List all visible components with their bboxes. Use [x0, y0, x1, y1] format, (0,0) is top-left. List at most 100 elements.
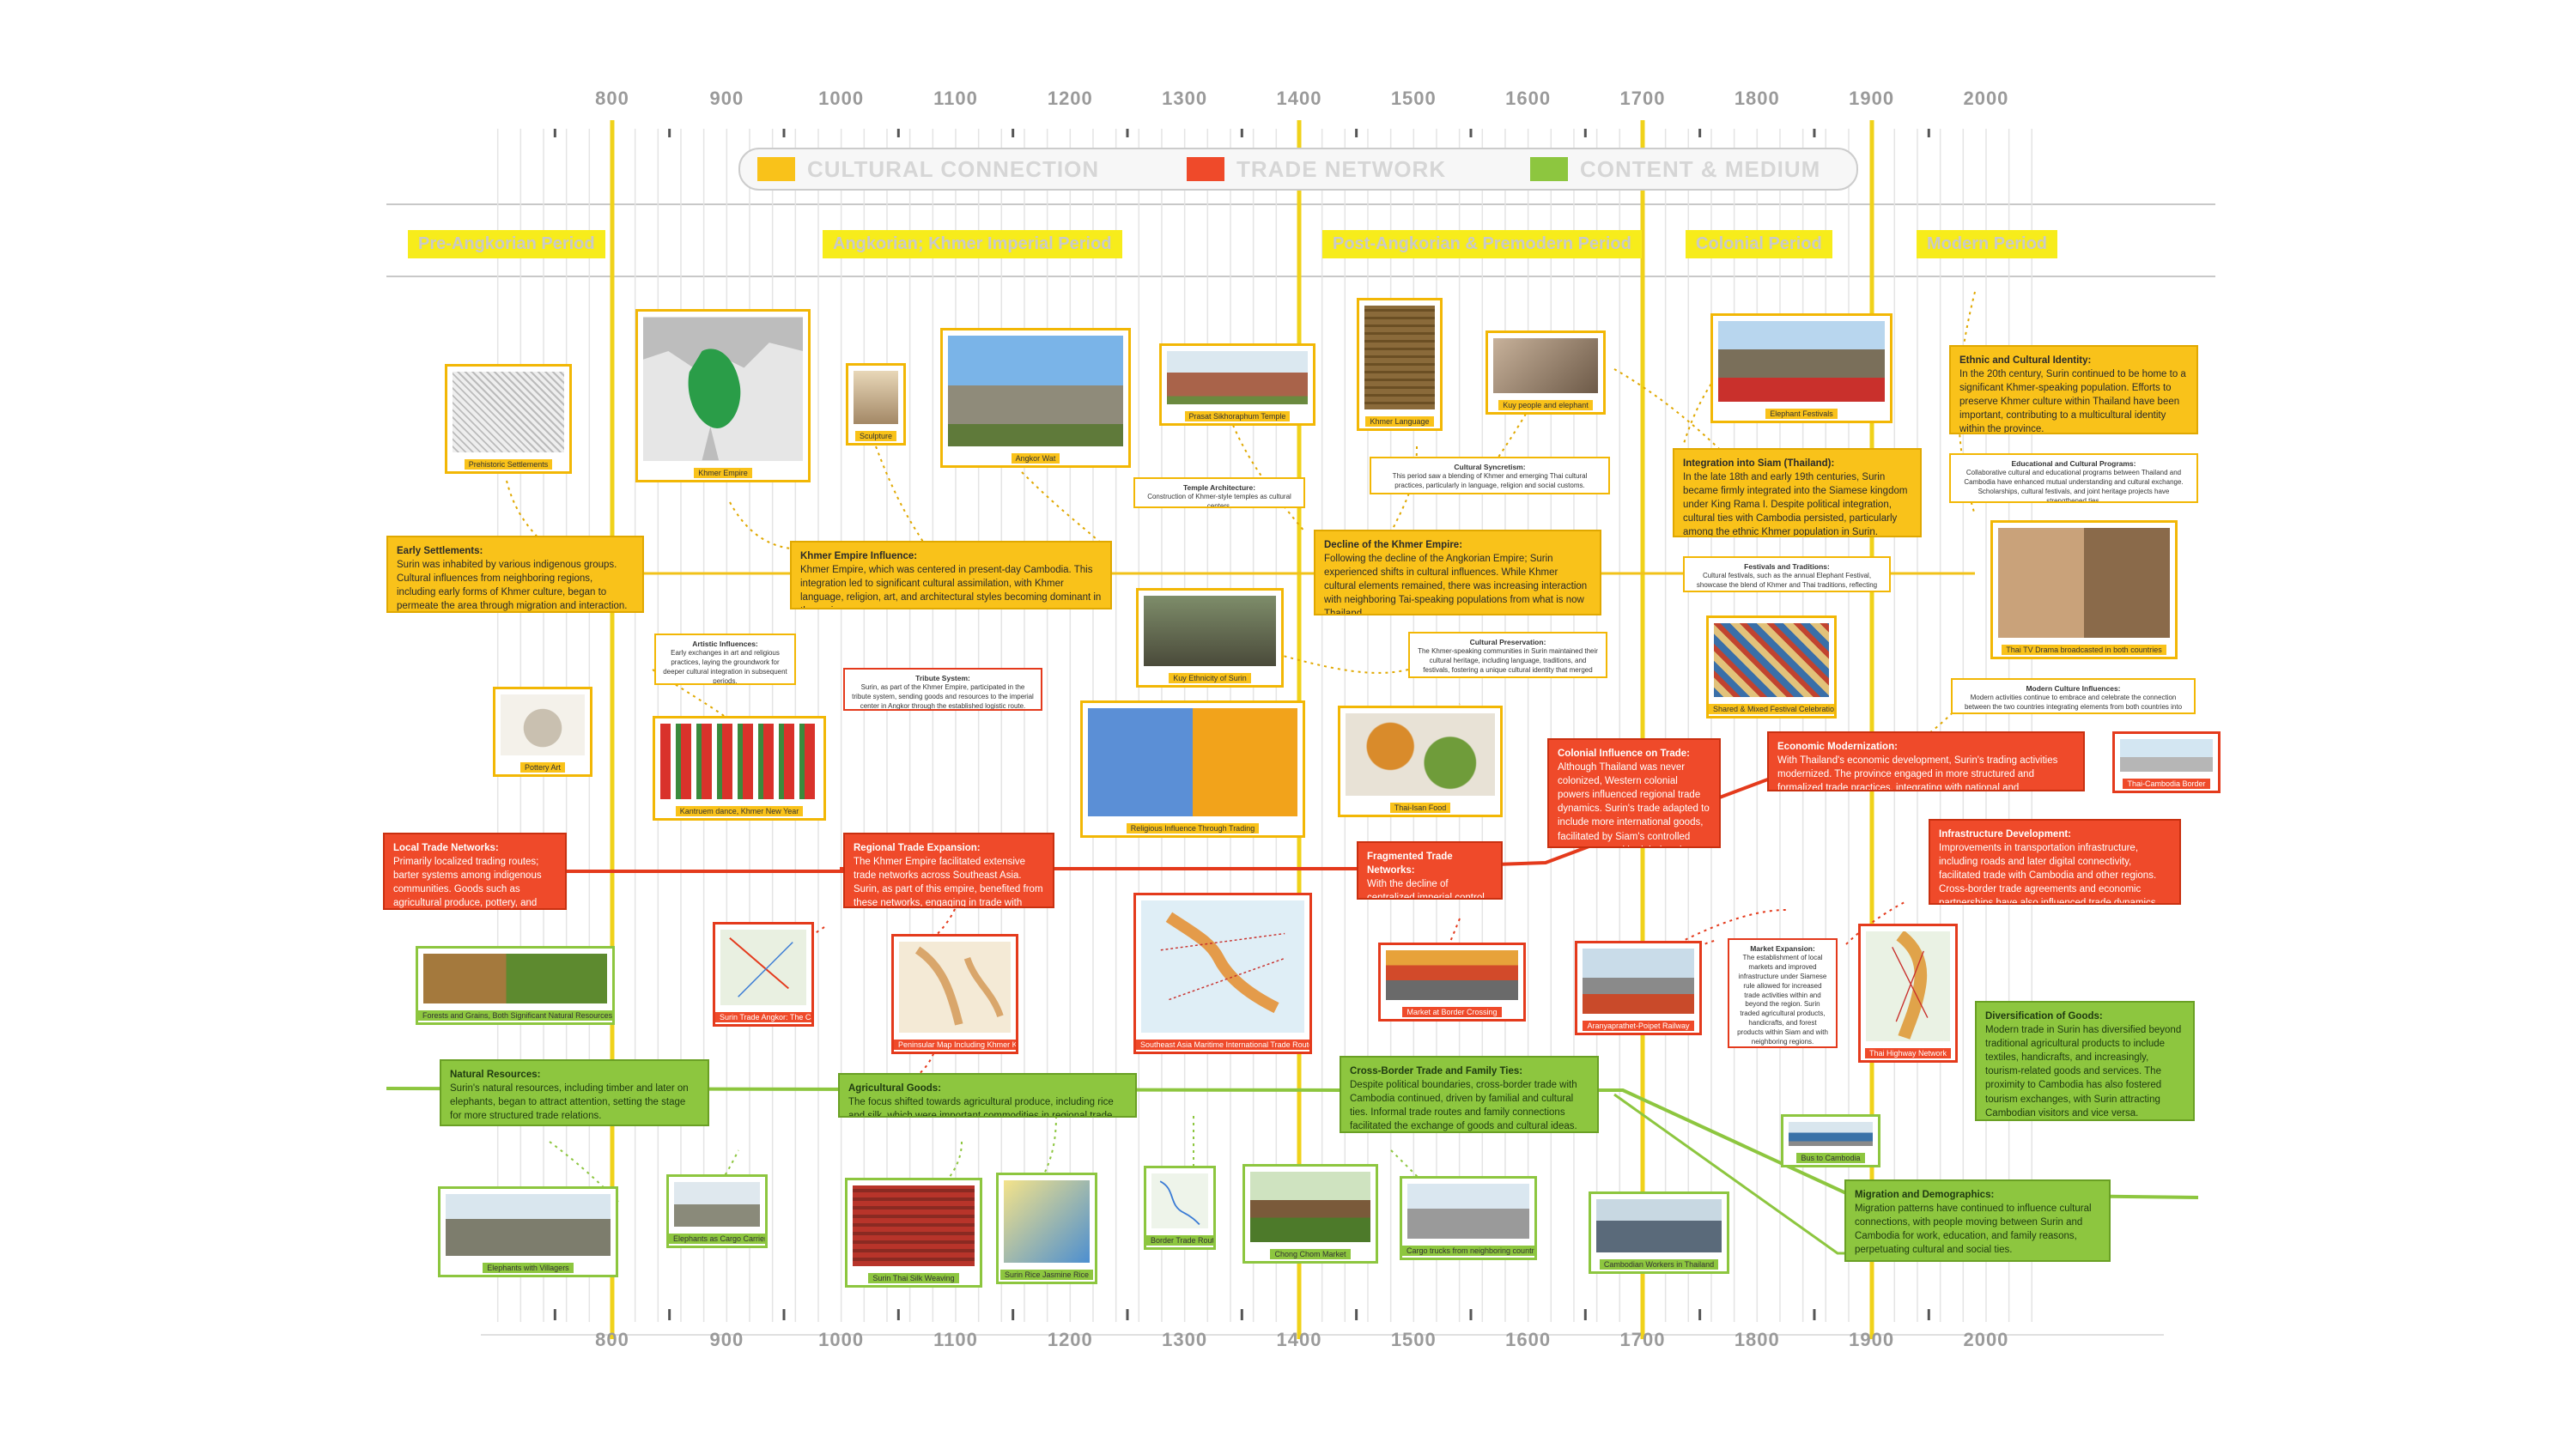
- image-surin-rice: Surin Rice Jasmine Rice: [996, 1173, 1097, 1284]
- image-prasat-temple: Prasat Sikhoraphum Temple: [1159, 343, 1315, 426]
- caption-elephant-traders: Elephants as Cargo Carriers: [669, 1234, 765, 1244]
- trade-economic-title: Economic Modernization:: [1777, 742, 1898, 752]
- caption-border-market: Cargo trucks from neighboring countries: [1402, 1246, 1534, 1256]
- note-festivals-title: Festivals and Traditions:: [1744, 562, 1830, 571]
- period-post-angkorian: Post-Angkorian & Premodern Period: [1322, 230, 1642, 258]
- route-map-graphic: [1159, 1180, 1200, 1226]
- image-thai-isan-food: Thai-Isan Food: [1338, 706, 1503, 817]
- cultural-khmer-title: Khmer Empire Influence:: [800, 551, 918, 561]
- note-festivals-traditions: Festivals and Traditions: Cultural festiv…: [1683, 556, 1891, 592]
- trade-fragmented-networks: Fragmented Trade Networks: With the decli…: [1357, 841, 1503, 900]
- year-label-top-1800: 1800: [1734, 88, 1780, 109]
- caption-railway: Aranyaprathet-Poipet Railway: [1583, 1021, 1694, 1031]
- caption-kuy-mural: Kuy people and elephant: [1498, 400, 1593, 410]
- caption-kuy-ethnicity: Kuy Ethnicity of Surin: [1169, 673, 1251, 683]
- image-khmer-empire-map: Khmer Empire: [635, 309, 811, 482]
- cultural-decline: Decline of the Khmer Empire: Following th…: [1314, 530, 1601, 615]
- connector-16: [927, 875, 963, 945]
- trade-economic-modernization: Economic Modernization: With Thailand's e…: [1767, 731, 2085, 791]
- trade-colonial-text: Although Thailand was never colonized, W…: [1558, 762, 1710, 846]
- image-border-crossing-market: Market at Border Crossing: [1378, 943, 1526, 1022]
- year-label-bottom-1800: 1800: [1734, 1329, 1780, 1350]
- connector-22: [1674, 939, 1718, 971]
- year-label-top-800: 800: [595, 88, 629, 109]
- note-education-title: Educational and Cultural Programs:: [2011, 459, 2136, 468]
- image-elephant-cargo: Elephants as Cargo Carriers: [666, 1174, 768, 1248]
- content-natural-resources: Natural Resources: Surin's natural resour…: [440, 1059, 709, 1126]
- year-label-bottom-1200: 1200: [1047, 1329, 1093, 1350]
- note-cultural-syncretism: Cultural Syncretism: This period saw a bl…: [1370, 457, 1610, 494]
- note-tribute-system: Tribute System: Surin, as part of the Khm…: [843, 668, 1042, 711]
- year-label-top-1300: 1300: [1162, 88, 1208, 109]
- legend-swatch-cultural: [757, 157, 795, 181]
- image-angkor-wat: Angkor Wat: [940, 328, 1131, 468]
- trade-regional-expansion: Regional Trade Expansion: The Khmer Empir…: [843, 833, 1054, 908]
- year-label-bottom-1600: 1600: [1505, 1329, 1552, 1350]
- image-elephant-festivals: Elephant Festivals: [1710, 313, 1893, 423]
- caption-market-sign: Chong Chom Market: [1270, 1249, 1351, 1259]
- legend-label-content: CONTENT & MEDIUM: [1580, 155, 1821, 182]
- image-shared-festival: Shared & Mixed Festival Celebration: [1706, 615, 1837, 718]
- note-festivals-text: Cultural festivals, such as the annual E…: [1696, 572, 1878, 590]
- legend-trade: TRADE NETWORK: [1187, 156, 1446, 182]
- period-colonial: Colonial Period: [1686, 230, 1832, 258]
- image-border-cargo-trucks: Cargo trucks from neighboring countries: [1400, 1176, 1537, 1260]
- cultural-ethnic-identity: Ethnic and Cultural Identity: In the 20th…: [1949, 345, 2198, 434]
- caption-cambodian-workers: Cambodian Workers in Thailand: [1599, 1259, 1719, 1270]
- note-preservation-title: Cultural Preservation:: [1469, 638, 1546, 646]
- khmer-empire-map-graphic: [643, 317, 803, 461]
- image-silk-weaving: Surin Thai Silk Weaving: [845, 1178, 982, 1288]
- cultural-ethnic-text: In the 20th century, Surin continued to …: [1959, 369, 2186, 434]
- note-market-text: The establishment of local markets and i…: [1737, 954, 1828, 1046]
- note-cultural-preservation: Cultural Preservation: The Khmer-speaking…: [1408, 632, 1607, 678]
- trade-infra-text: Improvements in transportation infrastru…: [1939, 843, 2159, 905]
- content-agricultural-goods: Agricultural Goods: The focus shifted tow…: [838, 1073, 1137, 1118]
- caption-elephants: Elephants with Villagers: [483, 1263, 574, 1273]
- cultural-early-settlements: Early Settlements: Surin was inhabited by…: [386, 536, 644, 613]
- trade-colonial-title: Colonial Influence on Trade:: [1558, 749, 1690, 759]
- note-market-title: Market Expansion:: [1750, 944, 1815, 953]
- cultural-early-title: Early Settlements:: [397, 546, 483, 556]
- year-label-bottom-1900: 1900: [1849, 1329, 1895, 1350]
- year-label-bottom-1300: 1300: [1162, 1329, 1208, 1350]
- content-natural-text: Surin's natural resources, including tim…: [450, 1083, 689, 1122]
- connector-11: [1897, 686, 1976, 756]
- sea-routes-map-graphic: [1160, 912, 1285, 1014]
- image-kuy-mural: Kuy people and elephant: [1485, 330, 1606, 415]
- trade-colonial-influence: Colonial Influence on Trade: Although Tha…: [1547, 738, 1721, 848]
- cultural-khmer-text: Khmer Empire, which was centered in pres…: [800, 565, 1102, 608]
- cultural-khmer-empire: Khmer Empire Influence: Khmer Empire, whi…: [790, 541, 1112, 609]
- trade-regional-text: The Khmer Empire facilitated extensive t…: [854, 857, 1043, 908]
- cultural-integration-text: In the late 18th and early 19th centurie…: [1683, 472, 1908, 537]
- year-label-bottom-1000: 1000: [818, 1329, 865, 1350]
- caption-route-map: Border Trade Routes: [1146, 1235, 1213, 1246]
- image-railway: Aranyaprathet-Poipet Railway: [1575, 941, 1702, 1035]
- image-market-sign: Chong Chom Market: [1242, 1164, 1378, 1264]
- note-tribute-title: Tribute System:: [915, 674, 970, 682]
- image-bus-cambodia: Bus to Cambodia: [1781, 1114, 1880, 1167]
- year-label-bottom-2000: 2000: [1963, 1329, 2009, 1350]
- year-label-bottom-1700: 1700: [1619, 1329, 1666, 1350]
- year-label-top-1600: 1600: [1505, 88, 1552, 109]
- note-artistic-influences: Artistic Influences: Early exchanges in a…: [654, 634, 796, 685]
- caption-religious: Religious Influence Through Trading: [1126, 823, 1260, 834]
- content-agri-title: Agricultural Goods:: [848, 1083, 941, 1094]
- caption-prehistoric: Prehistoric Settlements: [464, 459, 553, 470]
- note-artistic-title: Artistic Influences:: [692, 640, 758, 648]
- caption-forest: Forests and Grains, Both Significant Nat…: [418, 1010, 612, 1021]
- trade-fragmented-text: With the decline of centralized imperial…: [1367, 879, 1487, 900]
- highway-map-graphic: [1892, 930, 1929, 1040]
- caption-peninsula: Peninsular Map Including Khmer Kingdoms: [894, 1040, 1016, 1050]
- caption-prasat: Prasat Sikhoraphum Temple: [1184, 411, 1291, 421]
- content-migration-title: Migration and Demographics:: [1855, 1190, 1995, 1200]
- trade-infra-title: Infrastructure Development:: [1939, 829, 2072, 840]
- caption-thai-food: Thai-Isan Food: [1389, 803, 1451, 813]
- year-label-top-2000: 2000: [1963, 88, 2009, 109]
- caption-bus: Bus to Cambodia: [1796, 1153, 1865, 1163]
- note-syncretism-text: This period saw a blending of Khmer and …: [1392, 472, 1588, 490]
- caption-shared-festival: Shared & Mixed Festival Celebration: [1709, 704, 1834, 714]
- legend-cultural: CULTURAL CONNECTION: [757, 156, 1099, 182]
- year-label-top-900: 900: [709, 88, 744, 109]
- connector-24: [703, 1149, 739, 1203]
- image-thai-tv-drama: Thai TV Drama broadcasted in both countr…: [1990, 520, 2178, 659]
